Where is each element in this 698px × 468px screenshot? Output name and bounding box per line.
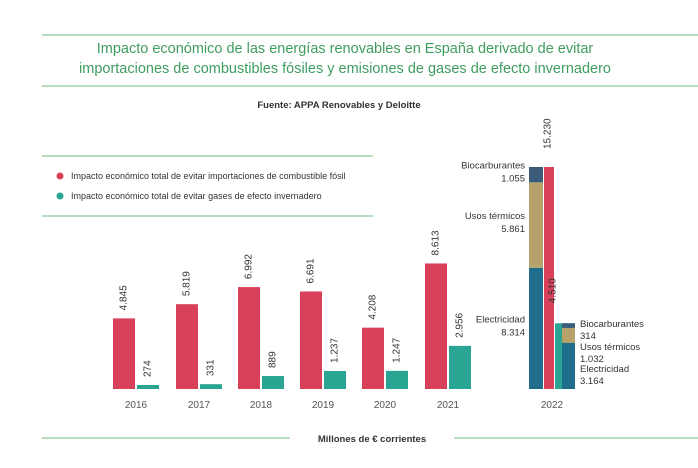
legend-swatch-emissions	[56, 192, 64, 200]
bar-emissions-2016	[137, 385, 159, 389]
label-fossil-2018: 6.992	[244, 254, 255, 279]
label-emissions-2017: 331	[206, 359, 217, 376]
label-fossil-2019: 6.691	[306, 258, 317, 283]
label-emissions-2022-usos_termicos-value: 1.032	[580, 354, 604, 365]
chart-footer-units: Millones de € corrientes	[318, 434, 426, 445]
label-emissions-2022-biocarburantes-name: Biocarburantes	[580, 319, 644, 330]
label-emissions-2021: 2.956	[455, 312, 466, 337]
label-emissions-2019: 1.237	[330, 338, 341, 363]
label-fossil-2020: 4.208	[368, 294, 379, 319]
label-fossil-2017: 5.819	[182, 271, 193, 296]
bar-emissions-2019	[324, 370, 346, 389]
bar-emissions-2020	[386, 370, 408, 389]
bar-fossil-2022-usos_termicos	[529, 182, 543, 268]
x-tick-2019: 2019	[312, 400, 335, 411]
bar-fossil-2018	[238, 287, 260, 389]
bar-emissions-2022-biocarburantes	[562, 323, 575, 328]
bar-fossil-2021	[425, 263, 447, 389]
label-emissions-2022-electricidad-name: Electricidad	[580, 364, 629, 375]
bar-fossil-2020	[362, 327, 384, 389]
chart-source: Fuente: APPA Renovables y Deloitte	[257, 100, 420, 111]
label-emissions-2022-total: 4.510	[548, 278, 559, 303]
legend-label-fossil: Impacto económico total de evitar import…	[71, 171, 346, 181]
x-tick-2018: 2018	[250, 400, 273, 411]
bar-fossil-2022-total	[544, 167, 554, 389]
bar-fossil-2017	[176, 304, 198, 389]
chart-title-line-2: importaciones de combustibles fósiles y …	[79, 61, 611, 77]
label-emissions-2020: 1.247	[392, 337, 403, 362]
label-emissions-2016: 274	[143, 360, 154, 377]
bar-fossil-2022-biocarburantes	[529, 167, 543, 183]
bars-layer: 4.845 274 2016 5.819 331 2017 6.992 889 2018 6.69…	[113, 118, 644, 411]
label-fossil-2022-usos_termicos-name: Usos térmicos	[465, 211, 525, 222]
x-tick-2021: 2021	[437, 400, 460, 411]
label-fossil-2022-electricidad-name: Electricidad	[476, 314, 525, 325]
label-fossil-2022-usos_termicos-value: 5.861	[501, 224, 525, 235]
legend-label-emissions: Impacto económico total de evitar gases …	[71, 191, 322, 201]
label-fossil-2016: 4.845	[119, 285, 130, 310]
legend-swatch-fossil	[56, 172, 64, 180]
bar-fossil-2016	[113, 318, 135, 389]
label-emissions-2022-usos_termicos-name: Usos térmicos	[580, 342, 640, 353]
bar-emissions-2022-electricidad	[562, 342, 575, 389]
bar-emissions-2018	[262, 376, 284, 389]
x-tick-2016: 2016	[125, 400, 148, 411]
label-fossil-2021: 8.613	[431, 230, 442, 255]
bar-emissions-2022-usos_termicos	[562, 327, 575, 343]
label-fossil-2022-electricidad-value: 8.314	[501, 327, 525, 338]
label-fossil-2022-biocarburantes-name: Biocarburantes	[461, 161, 525, 172]
chart-title-line-1: Impacto económico de las energías renova…	[97, 41, 594, 57]
bar-fossil-2022-electricidad	[529, 267, 543, 389]
label-emissions-2022-biocarburantes-value: 314	[580, 331, 596, 342]
x-tick-2017: 2017	[188, 400, 211, 411]
bar-emissions-2021	[449, 345, 471, 389]
bar-emissions-2017	[200, 384, 222, 389]
label-fossil-2022-biocarburantes-value: 1.055	[501, 174, 525, 185]
label-fossil-2022-total: 15.230	[543, 118, 554, 149]
label-emissions-2022-electricidad-value: 3.164	[580, 376, 604, 387]
bar-fossil-2019	[300, 291, 322, 389]
x-tick-2022: 2022	[541, 400, 564, 411]
x-tick-2020: 2020	[374, 400, 397, 411]
label-emissions-2018: 889	[268, 351, 279, 368]
